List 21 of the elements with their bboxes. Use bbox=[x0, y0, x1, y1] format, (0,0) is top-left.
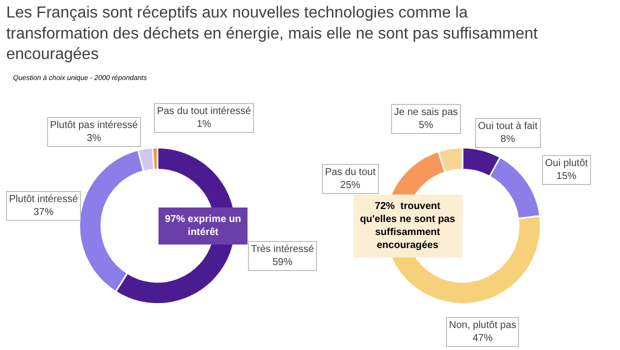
data-label: 37% bbox=[33, 207, 54, 218]
slice-label: Très intéressé bbox=[251, 244, 314, 255]
slice-label: Pas du tout intéressé bbox=[157, 106, 252, 117]
slice-label: Pas du tout bbox=[325, 167, 376, 178]
data-label: 5% bbox=[418, 120, 434, 131]
slice-label: Je ne sais pas bbox=[394, 107, 458, 118]
data-label: 8% bbox=[500, 134, 516, 145]
data-label: 59% bbox=[272, 257, 293, 268]
slice-label: Non, plutôt pas bbox=[449, 320, 516, 331]
chart-title: Les Français sont réceptifs aux nouvelles technologies comme la transformation des déchets en énergie, mais elle ne sont pas suffisamment encouragées bbox=[6, 4, 538, 64]
slice-label: Plutôt intéressé bbox=[9, 194, 78, 205]
data-label: 3% bbox=[86, 133, 102, 144]
data-label: 15% bbox=[556, 171, 577, 182]
data-label: 47% bbox=[472, 333, 493, 344]
slice-label: Plutôt pas intéressé bbox=[50, 120, 138, 131]
text: 72% trouvent qu'elles ne sont pas suffisamment encouragées bbox=[360, 201, 456, 251]
slice-label: Oui tout à fait bbox=[478, 121, 538, 132]
data-label: 1% bbox=[196, 119, 212, 130]
data-label: 25% bbox=[340, 180, 360, 191]
slice-label: Oui plutôt bbox=[545, 158, 588, 169]
text: 97% exprime un intérêt bbox=[165, 214, 242, 238]
